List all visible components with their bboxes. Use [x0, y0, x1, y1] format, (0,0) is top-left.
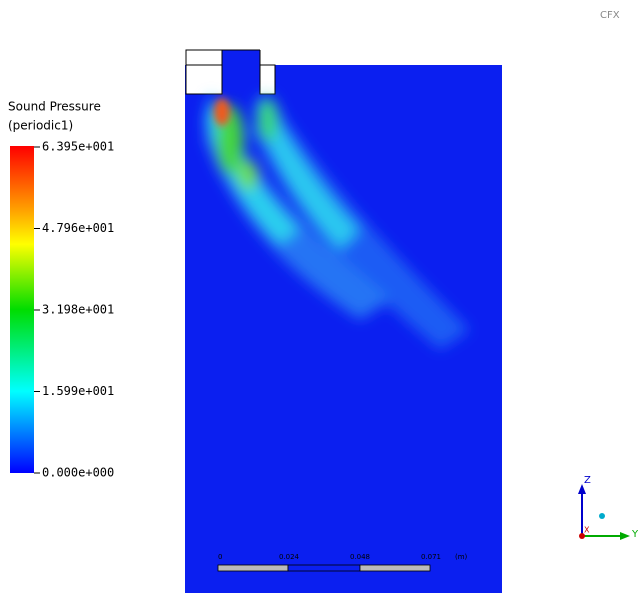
scale-label: 0	[218, 553, 222, 561]
inlet	[222, 50, 260, 66]
axis-z: Z	[584, 475, 591, 486]
tick-label: 0.000e+000	[42, 466, 114, 480]
tick-label: 6.395e+001	[42, 140, 114, 154]
block	[259, 64, 276, 95]
scale-label: 0.048	[350, 553, 370, 561]
color-ticks: 6.395e+001 4.796e+001 3.198e+001 1.599e+001…	[34, 140, 114, 480]
logo: CFX	[600, 10, 620, 21]
scale-labels: 0 0.024 0.048 0.071	[218, 553, 441, 561]
tick-label: 4.796e+001	[42, 221, 114, 235]
scale-label: 0.024	[279, 553, 300, 561]
tick-label: 1.599e+001	[42, 384, 114, 398]
axis-x: X	[584, 526, 590, 535]
axis-y: Y	[631, 529, 638, 540]
legend-title: Sound Pressure	[8, 100, 101, 114]
scale-unit: (m)	[455, 553, 468, 561]
color-bar	[10, 146, 34, 473]
block	[185, 49, 223, 95]
legend-subtitle: (periodic1)	[8, 119, 73, 133]
tick-label: 3.198e+001	[42, 303, 114, 317]
scale-label: 0.071	[421, 553, 441, 561]
plume	[205, 95, 470, 350]
